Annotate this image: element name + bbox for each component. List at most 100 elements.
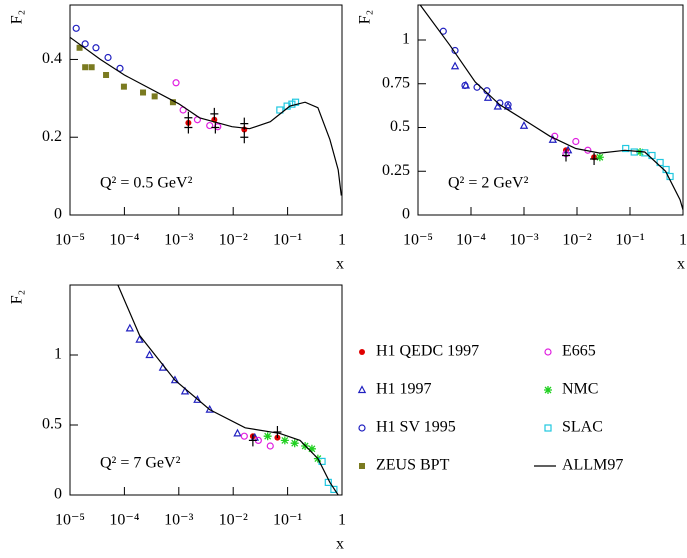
marker [266,442,274,450]
marker [630,148,638,156]
x-axis-label: x [336,256,344,273]
marker [519,120,529,129]
marker [205,404,214,413]
annotation: Q² = 7 GeV² [100,455,181,472]
marker [180,386,190,395]
marker [240,117,249,130]
plot-frame [417,4,684,216]
annotation: Q² = 0.5 GeV² [100,175,193,192]
y-tick-label: 0.5 [42,416,62,433]
x-tick-label: 10⁻⁴ [456,232,486,249]
y-axis-label: F₂ [357,10,374,24]
y-tick-label: 1 [402,31,410,48]
x-tick-label: 10⁻⁴ [109,232,139,249]
legend-marker [544,424,552,432]
marker [151,93,158,100]
marker [211,121,220,134]
marker [240,432,248,440]
marker [76,44,83,51]
y-tick-label: 0.25 [382,162,410,179]
marker [483,92,493,101]
x-tick-label: 10⁻¹ [273,512,302,529]
x-axis-label: x [677,256,685,273]
marker [140,89,147,96]
x-tick-label: 10⁻⁴ [109,512,139,529]
x-tick-label: 10⁻⁵ [55,232,85,249]
x-tick-label: 10⁻³ [164,512,193,529]
marker [307,444,316,453]
plot-frame [69,284,343,496]
marker [172,79,180,87]
marker [276,106,284,114]
marker [170,375,180,384]
marker [184,121,193,134]
x-tick-label: 10⁻³ [164,232,193,249]
y-tick-label: 0 [54,486,62,503]
marker [233,428,242,437]
x-tick-label: 10⁻⁵ [403,232,433,249]
marker [641,149,649,157]
marker [503,101,513,110]
legend-label: E665 [562,343,596,360]
marker [504,101,512,109]
legend-marker [359,463,365,469]
x-tick-label: 1 [338,512,346,529]
marker [622,144,630,153]
legend-marker [544,348,552,356]
legend-label: ALLM97 [562,457,623,474]
marker [551,132,559,140]
x-tick-label: 10⁻⁵ [55,512,85,529]
x-tick-label: 10⁻² [562,232,591,249]
marker [280,436,289,445]
legend-marker [358,424,366,432]
marker [103,72,110,78]
legend-label: NMC [562,381,598,398]
y-tick-label: 1 [54,346,62,363]
marker [88,64,95,71]
marker [92,44,100,52]
legend-label: SLAC [562,419,603,436]
marker [145,350,154,359]
y-tick-label: 0.5 [390,118,410,135]
marker [120,83,127,90]
marker [590,153,599,165]
legend-marker [544,386,552,394]
legend-label: ZEUS BPT [376,457,450,474]
marker [648,151,656,160]
marker [210,107,219,120]
marker [72,24,80,32]
x-tick-label: 10⁻³ [509,232,538,249]
marker [288,100,296,108]
y-tick-label: 0.2 [42,128,62,145]
x-tick-label: 10⁻¹ [273,232,302,249]
marker [263,432,272,441]
marker [248,434,257,447]
marker [214,123,222,131]
x-tick-label: 10⁻¹ [615,232,644,249]
marker [206,121,214,130]
x-tick-label: 10⁻² [219,512,248,529]
legend-label: H1 QEDC 1997 [376,343,479,360]
marker [572,137,580,146]
marker [81,40,89,48]
marker [450,61,460,70]
y-axis-label: F₂ [9,290,26,304]
y-axis-label: F₂ [9,10,26,24]
legend-label: H1 1997 [376,381,432,398]
marker [116,64,124,72]
marker [290,439,299,448]
x-tick-label: 1 [679,232,687,249]
marker [193,395,202,403]
marker [104,53,112,62]
x-tick-label: 1 [338,232,346,249]
marker [595,153,604,162]
model-curve [419,4,684,210]
marker [125,323,135,332]
y-tick-label: 0.4 [42,50,62,67]
y-tick-label: 0 [54,206,62,223]
x-axis-label: x [336,536,344,553]
y-tick-label: 0.75 [382,74,410,91]
legend-label: H1 SV 1995 [376,419,456,436]
marker [169,99,176,106]
